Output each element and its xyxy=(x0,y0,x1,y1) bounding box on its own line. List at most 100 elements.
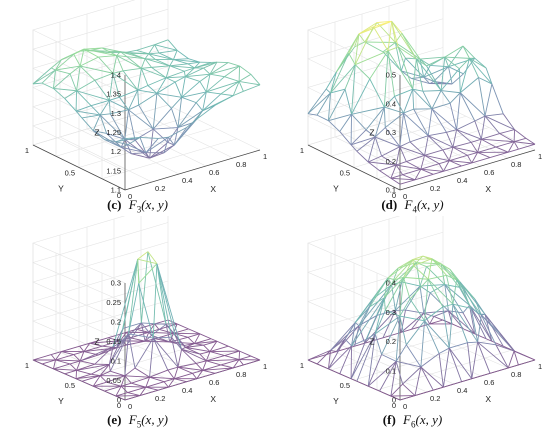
mesh-edge xyxy=(76,79,95,92)
mesh-edge xyxy=(433,310,449,317)
mesh-edge xyxy=(149,141,169,159)
y-axis-label: Y xyxy=(333,396,339,406)
y-tick-label: 0 xyxy=(392,401,396,410)
mesh-edge xyxy=(238,359,244,366)
mesh-edge xyxy=(491,340,504,347)
mesh-edge xyxy=(403,277,411,300)
mesh-edge xyxy=(387,50,395,97)
mesh-edge xyxy=(205,351,211,362)
mesh-edge xyxy=(138,283,154,339)
mesh-edge xyxy=(181,91,207,98)
mesh-edge xyxy=(429,292,449,312)
mesh-edge xyxy=(420,366,444,388)
mesh-edge xyxy=(126,322,142,346)
mesh-edge xyxy=(351,306,371,347)
mesh-edge xyxy=(239,350,252,357)
mesh-edge xyxy=(495,344,509,369)
mesh-edge xyxy=(120,51,128,57)
mesh-edge xyxy=(419,58,431,66)
mesh-edge xyxy=(186,378,197,383)
mesh-edge xyxy=(399,315,407,345)
mesh-edge xyxy=(456,129,482,140)
mesh-edge xyxy=(210,338,218,342)
mesh-edge xyxy=(79,65,96,81)
z-tick-label: 1.35 xyxy=(106,90,121,99)
mesh-edge xyxy=(377,20,392,23)
x-tick-label: 0.4 xyxy=(457,386,467,395)
mesh-edge xyxy=(138,92,158,106)
caption-label: (c) xyxy=(107,197,122,212)
mesh-edge xyxy=(109,99,129,111)
mesh-edge xyxy=(104,385,122,392)
mesh-edge xyxy=(206,359,240,362)
mesh-edge xyxy=(174,372,193,380)
mesh-edge xyxy=(449,92,461,104)
mesh-edge xyxy=(415,262,421,287)
mesh-edge xyxy=(387,277,393,285)
mesh-edge xyxy=(409,135,429,143)
mesh-edge xyxy=(158,136,169,139)
mesh-edge xyxy=(328,120,341,132)
mesh-edge xyxy=(481,138,515,143)
mesh-edge xyxy=(344,64,356,90)
mesh-edge xyxy=(424,320,440,354)
panel-f: 0 0.1 0.2 0.3 0.4 0 0.2 0.4 0.6 0.8 1 0 0.5 1 Z X Y (f) … xyxy=(275,216,550,432)
mesh-edge xyxy=(121,146,146,154)
mesh-edge xyxy=(344,322,356,340)
mesh-edge xyxy=(368,155,382,163)
mesh-edge xyxy=(394,42,406,59)
mesh-edge xyxy=(128,109,154,130)
mesh-edge xyxy=(400,58,406,72)
mesh-edge xyxy=(158,49,178,54)
mesh-edge xyxy=(316,363,329,370)
mesh-edge xyxy=(177,122,193,128)
mesh-edge xyxy=(173,328,189,334)
x-tick-label: 1 xyxy=(538,152,542,161)
mesh-edge xyxy=(171,337,179,368)
z-tick-label: 1.25 xyxy=(106,128,121,137)
mesh-edge xyxy=(448,347,463,382)
mesh-edge xyxy=(469,58,493,85)
axis-line xyxy=(32,144,126,191)
mesh-edge xyxy=(480,116,486,140)
mesh-edge xyxy=(155,58,170,67)
mesh-edge xyxy=(64,369,77,375)
mesh-edge xyxy=(176,323,189,330)
caption-args: (x, y) xyxy=(141,412,168,427)
mesh-edge xyxy=(452,146,468,156)
mesh-edge xyxy=(138,263,158,284)
mesh-edge xyxy=(147,85,158,94)
mesh-edge xyxy=(93,381,107,387)
mesh-edge xyxy=(130,337,146,342)
mesh-edge xyxy=(196,104,216,120)
mesh-edge xyxy=(469,305,487,339)
mesh-edge xyxy=(350,333,376,379)
mesh-edge xyxy=(401,328,412,333)
mesh-edge xyxy=(397,259,413,269)
mesh-edge xyxy=(448,310,476,335)
mesh-edge xyxy=(399,146,407,162)
mesh-edge xyxy=(478,77,493,85)
mesh-edge xyxy=(119,89,138,98)
mesh-edge xyxy=(202,93,222,112)
mesh-edge xyxy=(169,63,189,67)
mesh-edge xyxy=(83,345,103,353)
mesh-edge xyxy=(328,368,340,375)
caption-sub: 5 xyxy=(136,419,142,430)
mesh-edge xyxy=(456,92,461,130)
mesh-edge xyxy=(316,92,331,116)
mesh-edge xyxy=(41,363,54,370)
mesh-edge xyxy=(385,309,401,317)
mesh-edge xyxy=(394,88,413,97)
mesh-edge xyxy=(80,65,114,74)
mesh-edge xyxy=(307,349,331,361)
mesh-edge xyxy=(474,298,486,315)
mesh-edge xyxy=(484,115,500,134)
mesh-edge xyxy=(173,118,198,146)
mesh-edge xyxy=(194,61,201,69)
mesh-edge xyxy=(145,136,169,154)
mesh-edge xyxy=(55,354,74,361)
mesh-edge xyxy=(459,77,479,94)
mesh-edge xyxy=(344,89,352,115)
mesh-edge xyxy=(414,366,422,396)
